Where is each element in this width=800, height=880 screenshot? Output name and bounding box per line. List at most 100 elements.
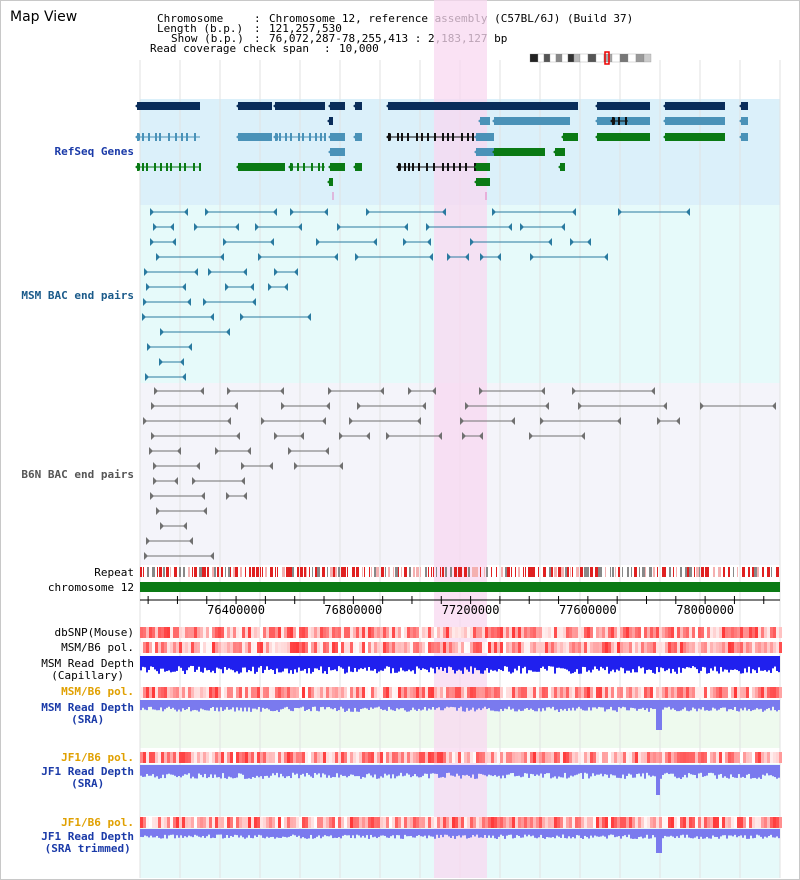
msm-sra-depth-bar [302, 700, 304, 707]
jf1-sra-depth-bar [506, 765, 508, 775]
msm-b6-pol-cell [512, 642, 515, 653]
gene-exon [426, 163, 428, 171]
msm-capillary-depth-bar [270, 656, 272, 670]
repeat-segment [235, 567, 238, 577]
msm-sra-depth-bar [626, 700, 628, 711]
msm-sra-depth-bar [460, 700, 462, 707]
msm-b6-pol-cell [332, 642, 335, 653]
jf1-trimmed-depth-bar [386, 829, 388, 838]
jf1-sra-depth-bar [670, 765, 672, 774]
track-label-msm-bac[interactable]: MSM BAC end pairs [21, 289, 134, 302]
msm-sra-depth-bar [672, 700, 674, 709]
jf1-sra-depth-bar [396, 765, 398, 777]
jf1-trimmed-depth-bar [662, 829, 664, 839]
msm-capillary-depth-bar [386, 656, 388, 667]
gene-block [665, 117, 725, 125]
msm-capillary-depth-bar [360, 656, 362, 669]
jf1-sra-depth-bar [348, 765, 350, 777]
msm-capillary-depth-bar [182, 656, 184, 671]
msm-sra-depth-bar [556, 700, 558, 710]
jf1-trimmed-depth-bar [456, 829, 458, 837]
msm-capillary-depth-bar [366, 656, 368, 671]
jf1-b6-pol-cell [602, 817, 605, 828]
msm-b6-pol-cell [386, 687, 389, 698]
jf1-sra-depth-bar [624, 765, 626, 779]
msm-sra-depth-bar [504, 700, 506, 709]
dbsnp-cell [383, 627, 386, 638]
b6n-bac-pair-end [177, 447, 181, 455]
jf1-sra-depth-bar [238, 765, 240, 774]
jf1-b6-pol-cell [194, 752, 197, 763]
repeat-segment [230, 567, 231, 577]
jf1-sra-depth-bar [716, 765, 718, 779]
msm-b6-pol-cell [623, 642, 626, 653]
jf1-trimmed-depth-bar [420, 829, 422, 837]
repeat-segment [364, 567, 365, 577]
jf1-b6-pol-cell [407, 752, 410, 763]
track-label-b6n-bac[interactable]: B6N BAC end pairs [21, 468, 134, 481]
msm-bac-pair-end [530, 253, 534, 261]
jf1-sra-depth-bar [750, 765, 752, 779]
jf1-sra-depth-bar [272, 765, 274, 774]
dbsnp-cell [452, 627, 455, 638]
repeat-segment [292, 567, 294, 577]
jf1-trimmed-depth-bar [198, 829, 200, 837]
track-label-refseq[interactable]: RefSeq Genes [54, 145, 134, 158]
msm-capillary-depth-bar [254, 656, 256, 674]
jf1-sra-depth-bar [522, 765, 524, 777]
jf1-sra-depth-bar [152, 765, 154, 775]
jf1-sra-depth-bar [480, 765, 482, 774]
dbsnp-cell [770, 627, 773, 638]
msm-capillary-depth-bar [652, 656, 654, 673]
dbsnp-cell [245, 627, 248, 638]
msm-sra-depth-bar [730, 700, 732, 710]
msm-b6-pol-cell [734, 687, 737, 698]
msm-sra-depth-bar [478, 700, 480, 709]
jf1-trimmed-depth-bar [584, 829, 586, 836]
dbsnp-cell [563, 627, 566, 638]
msm-b6-pol-cell [200, 642, 203, 653]
msm-b6-pol-cell [707, 642, 710, 653]
jf1-trimmed-depth-bar [664, 829, 666, 836]
b6n-bac-pair-end [300, 432, 304, 440]
repeat-segment [664, 567, 666, 577]
msm-b6-pol-cell [275, 687, 278, 698]
msm-capillary-depth-bar [588, 656, 590, 671]
msm-sra-depth-bar [510, 700, 512, 710]
msm-sra-depth-bar [628, 700, 630, 711]
repeat-segment [572, 567, 573, 577]
msm-capillary-depth-bar [220, 656, 222, 670]
jf1-sra-depth-bar [416, 765, 418, 777]
msm-b6-pol-cell [509, 687, 512, 698]
jf1-trimmed-depth-bar [686, 829, 688, 835]
jf1-sra-depth-bar [328, 765, 330, 776]
jf1-b6-pol-cell [719, 817, 722, 828]
msm-capillary-depth-bar [376, 656, 378, 674]
jf1-b6-pol-cell [242, 752, 245, 763]
jf1-trimmed-depth-bar [706, 829, 708, 837]
dbsnp-cell [701, 627, 704, 638]
gene-strand-arrow [558, 163, 563, 171]
msm-sra-depth-bar [690, 700, 692, 711]
jf1-trimmed-depth-bar [536, 829, 538, 839]
jf1-trimmed-depth-bar [384, 829, 386, 836]
dbsnp-cell [758, 627, 761, 638]
msm-capillary-depth-bar [354, 656, 356, 668]
msm-b6-pol-cell [650, 687, 653, 698]
ideogram-band [555, 53, 563, 63]
msm-capillary-depth-bar [156, 656, 158, 672]
msm-sra-depth-bar [616, 700, 618, 712]
jf1-sra-depth-bar [676, 765, 678, 779]
msm-b6-pol-cell [776, 642, 779, 653]
msm-capillary-depth-bar [606, 656, 608, 667]
msm-sra-depth-bar [776, 700, 778, 712]
gene-strand-arrow [595, 102, 600, 110]
jf1-b6-pol-cell [383, 752, 386, 763]
repeat-segment [475, 567, 478, 577]
jf1-trimmed-depth-bar [594, 829, 596, 836]
jf1-trimmed-depth-bar [546, 829, 548, 838]
msm-sra-depth-bar [440, 700, 442, 711]
jf1-sra-depth-bar [230, 765, 232, 778]
dbsnp-cell [668, 627, 671, 638]
